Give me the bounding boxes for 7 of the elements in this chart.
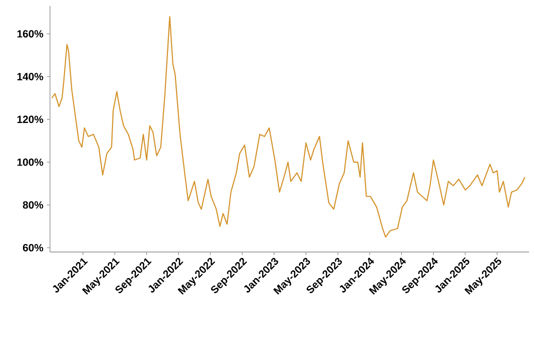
y-tick-label: 80% [22, 201, 44, 209]
y-tick-label: 100% [17, 158, 44, 166]
y-tick-label: 160% [17, 30, 44, 38]
y-tick-label: 60% [22, 244, 44, 252]
y-tick-label: 120% [17, 116, 44, 124]
y-tick-label: 140% [17, 72, 44, 80]
line-series [51, 16, 526, 238]
